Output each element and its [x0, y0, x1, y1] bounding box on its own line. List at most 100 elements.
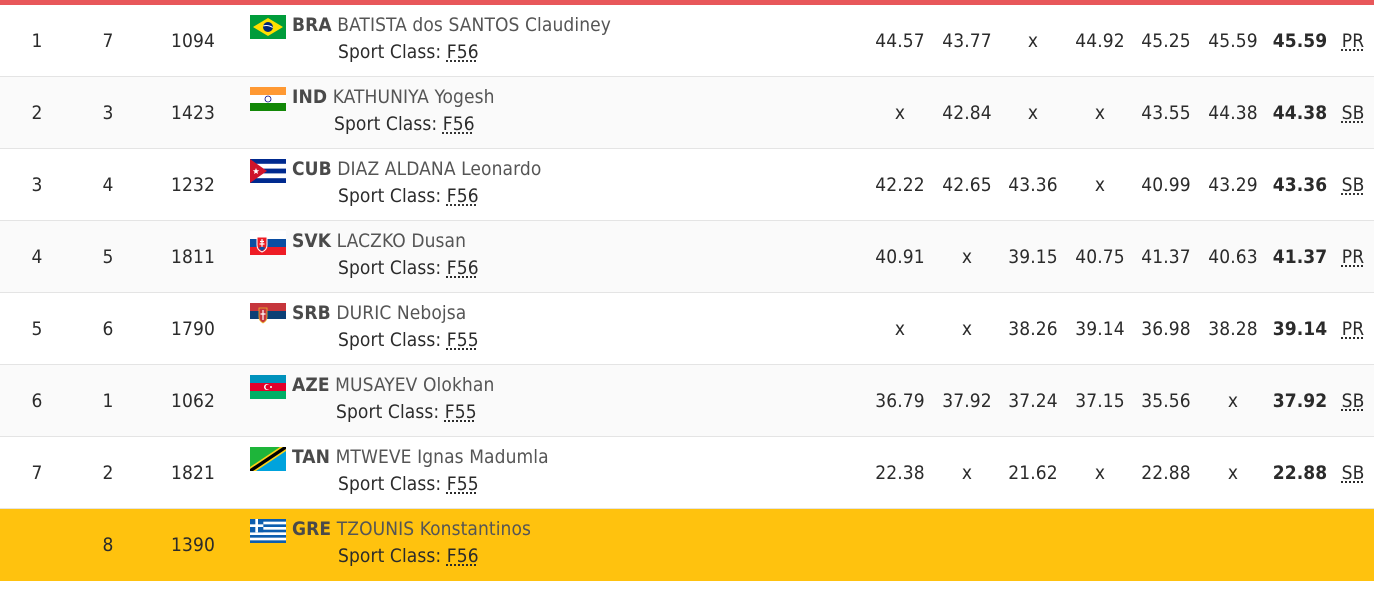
attempt-3: x: [1027, 30, 1039, 52]
attempt-4: x: [1094, 174, 1106, 196]
attempt-3: 39.15: [1008, 246, 1058, 268]
attempt-5: 45.25: [1141, 30, 1191, 52]
attempt-1: 40.91: [875, 246, 925, 268]
attempt-6: 44.38: [1208, 102, 1258, 124]
rank: 3: [31, 174, 43, 196]
record-badge[interactable]: PR: [1341, 30, 1365, 52]
attempt-1: [870, 509, 930, 581]
rank: 4: [31, 246, 43, 268]
athlete-name[interactable]: BATISTA dos SANTOS Claudiney: [337, 14, 611, 36]
record-badge[interactable]: SB: [1341, 462, 1365, 484]
tanzania-flag-icon: [250, 447, 286, 471]
sport-class: Sport Class: F56: [338, 185, 479, 207]
sport-class-label: Sport Class:: [338, 545, 442, 567]
noc-code: BRA: [292, 14, 332, 36]
noc-code: IND: [292, 86, 328, 108]
athlete-name[interactable]: MTWEVE Ignas Madumla: [335, 446, 549, 468]
noc-code: SRB: [292, 302, 331, 324]
record-badge[interactable]: PR: [1341, 246, 1365, 268]
attempt-2: 42.84: [942, 102, 992, 124]
sport-class-value[interactable]: F56: [446, 185, 479, 207]
order: 1: [102, 390, 114, 412]
attempt-4: [1070, 509, 1130, 581]
record-badge[interactable]: SB: [1341, 174, 1365, 196]
athlete-cell[interactable]: CUB DIAZ ALDANA Leonardo: [250, 158, 541, 183]
attempt-2: x: [961, 246, 973, 268]
result-row[interactable]: 8 1390 GRE TZOUNIS Konstantinos Sport Cl…: [0, 509, 1374, 581]
best-mark: 41.37: [1272, 246, 1328, 268]
athlete-cell[interactable]: TAN MTWEVE Ignas Madumla: [250, 446, 549, 471]
record-badge[interactable]: PR: [1341, 318, 1365, 340]
athlete-cell[interactable]: AZE MUSAYEV Olokhan: [250, 374, 494, 399]
attempt-1: 42.22: [875, 174, 925, 196]
result-row[interactable]: 3 4 1232 CUB DIAZ ALDANA Leonardo Sport …: [0, 149, 1374, 221]
sport-class-value[interactable]: F55: [446, 329, 479, 351]
order: 8: [102, 534, 114, 556]
result-row[interactable]: 2 3 1423 IND KATHUNIYA Yogesh Sport Clas…: [0, 77, 1374, 149]
result-row[interactable]: 7 2 1821 TAN MTWEVE Ignas Madumla Sport …: [0, 437, 1374, 509]
sport-class-value[interactable]: F56: [446, 545, 479, 567]
attempt-5: [1136, 509, 1196, 581]
bib-number: 1811: [171, 246, 215, 268]
bib-number: 1062: [171, 390, 215, 412]
attempt-4: 37.15: [1075, 390, 1125, 412]
record-badge[interactable]: [1340, 509, 1366, 581]
athlete-name[interactable]: MUSAYEV Olokhan: [335, 374, 495, 396]
best-mark: 22.88: [1272, 462, 1328, 484]
sport-class-value[interactable]: F56: [446, 41, 479, 63]
athlete-name[interactable]: TZOUNIS Konstantinos: [336, 518, 532, 540]
attempt-1: 22.38: [875, 462, 925, 484]
attempt-6: 38.28: [1208, 318, 1258, 340]
bib-number: 1390: [171, 534, 215, 556]
attempt-2: [937, 509, 997, 581]
order: 4: [102, 174, 114, 196]
sport-class-label: Sport Class:: [336, 401, 440, 423]
brazil-flag-icon: [250, 15, 286, 39]
noc-code: GRE: [292, 518, 332, 540]
noc-code: CUB: [292, 158, 332, 180]
sport-class: Sport Class: F56: [338, 257, 479, 279]
attempt-6: x: [1227, 390, 1239, 412]
record-badge[interactable]: SB: [1341, 390, 1365, 412]
athlete-cell[interactable]: BRA BATISTA dos SANTOS Claudiney: [250, 14, 611, 39]
athlete-cell[interactable]: SVK LACZKO Dusan: [250, 230, 466, 255]
attempt-2: x: [961, 318, 973, 340]
sport-class-value[interactable]: F55: [446, 473, 479, 495]
attempt-6: x: [1227, 462, 1239, 484]
attempt-2: 37.92: [942, 390, 992, 412]
attempt-4: 39.14: [1075, 318, 1125, 340]
record-badge[interactable]: SB: [1341, 102, 1365, 124]
athlete-name[interactable]: LACZKO Dusan: [336, 230, 467, 252]
sport-class-value[interactable]: F56: [442, 113, 475, 135]
attempt-3: 21.62: [1008, 462, 1058, 484]
attempt-4: x: [1094, 462, 1106, 484]
order: 7: [102, 30, 114, 52]
sport-class-value[interactable]: F56: [446, 257, 479, 279]
rank: 2: [31, 102, 43, 124]
athlete-name[interactable]: DIAZ ALDANA Leonardo: [337, 158, 542, 180]
rank: 5: [31, 318, 43, 340]
attempt-5: 35.56: [1141, 390, 1191, 412]
result-row[interactable]: 4 5 1811 SVK LACZKO Dusan Sport Class: F…: [0, 221, 1374, 293]
athlete-cell[interactable]: SRB DURIC Nebojsa: [250, 302, 466, 327]
athlete-cell[interactable]: IND KATHUNIYA Yogesh: [250, 86, 495, 111]
top-accent-bar: [0, 0, 1374, 5]
athlete-name[interactable]: DURIC Nebojsa: [336, 302, 467, 324]
athlete-name[interactable]: KATHUNIYA Yogesh: [332, 86, 495, 108]
sport-class-label: Sport Class:: [338, 185, 442, 207]
bib-number: 1232: [171, 174, 215, 196]
result-row[interactable]: 1 7 1094 BRA BATISTA dos SANTOS Claudine…: [0, 5, 1374, 77]
india-flag-icon: [250, 87, 286, 111]
sport-class: Sport Class: F55: [338, 473, 479, 495]
athlete-cell[interactable]: GRE TZOUNIS Konstantinos: [250, 518, 531, 543]
sport-class-value[interactable]: F55: [444, 401, 477, 423]
sport-class: Sport Class: F56: [338, 545, 479, 567]
result-row[interactable]: 5 6 1790 SRB DURIC Nebojsa Sport Class: …: [0, 293, 1374, 365]
attempt-5: 22.88: [1141, 462, 1191, 484]
attempt-5: 43.55: [1141, 102, 1191, 124]
rank: 7: [31, 462, 43, 484]
sport-class-label: Sport Class:: [338, 329, 442, 351]
order: 3: [102, 102, 114, 124]
serbia-flag-icon: [250, 303, 286, 327]
result-row[interactable]: 6 1 1062 AZE MUSAYEV Olokhan Sport Class…: [0, 365, 1374, 437]
